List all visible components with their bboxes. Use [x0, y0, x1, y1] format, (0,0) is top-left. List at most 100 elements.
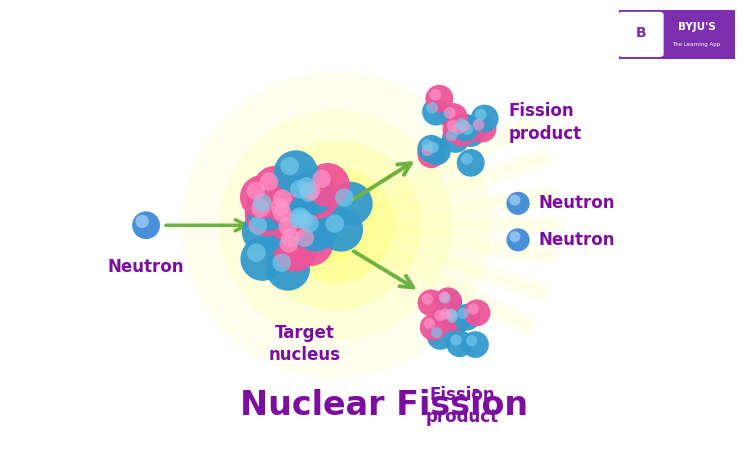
- Circle shape: [462, 331, 489, 358]
- Circle shape: [427, 142, 439, 153]
- Text: Fission
product: Fission product: [425, 386, 499, 426]
- Circle shape: [446, 309, 457, 320]
- Text: BYJU'S: BYJU'S: [678, 22, 716, 32]
- Text: Neutron: Neutron: [538, 194, 615, 212]
- Circle shape: [469, 115, 496, 142]
- Circle shape: [450, 334, 461, 346]
- Circle shape: [284, 200, 328, 245]
- Circle shape: [452, 114, 479, 142]
- Circle shape: [475, 109, 487, 121]
- Circle shape: [458, 120, 470, 131]
- Circle shape: [426, 102, 438, 114]
- Circle shape: [324, 214, 347, 237]
- Circle shape: [422, 139, 434, 151]
- Circle shape: [295, 175, 339, 219]
- Circle shape: [506, 192, 530, 215]
- Circle shape: [442, 116, 470, 143]
- Circle shape: [312, 170, 331, 188]
- Circle shape: [251, 199, 270, 218]
- Text: Target
nucleus: Target nucleus: [269, 324, 341, 364]
- Circle shape: [430, 89, 441, 101]
- Circle shape: [422, 294, 433, 304]
- Circle shape: [281, 228, 299, 247]
- Circle shape: [253, 166, 297, 209]
- Circle shape: [446, 330, 473, 357]
- Circle shape: [266, 197, 310, 241]
- Circle shape: [467, 304, 478, 314]
- Circle shape: [472, 119, 484, 131]
- Circle shape: [247, 181, 266, 200]
- Text: Neutron: Neutron: [108, 257, 184, 276]
- Circle shape: [431, 327, 442, 338]
- Circle shape: [440, 292, 451, 304]
- Circle shape: [509, 231, 520, 242]
- FancyBboxPatch shape: [619, 12, 663, 57]
- Circle shape: [293, 208, 338, 251]
- FancyBboxPatch shape: [612, 7, 742, 62]
- Circle shape: [251, 141, 422, 310]
- Circle shape: [278, 168, 394, 283]
- Circle shape: [220, 110, 452, 341]
- Circle shape: [272, 253, 291, 272]
- Circle shape: [448, 119, 476, 147]
- Circle shape: [291, 171, 335, 215]
- Circle shape: [289, 210, 308, 228]
- Circle shape: [306, 163, 350, 207]
- Circle shape: [447, 312, 458, 323]
- Circle shape: [132, 211, 160, 239]
- Circle shape: [280, 234, 298, 253]
- Circle shape: [241, 237, 284, 281]
- Circle shape: [328, 182, 373, 226]
- Circle shape: [422, 144, 434, 156]
- Circle shape: [444, 107, 455, 119]
- Circle shape: [326, 214, 344, 233]
- Circle shape: [435, 288, 462, 315]
- Circle shape: [466, 335, 477, 346]
- Circle shape: [417, 135, 446, 162]
- Circle shape: [442, 125, 470, 153]
- Circle shape: [247, 244, 266, 262]
- Circle shape: [442, 305, 469, 332]
- Circle shape: [293, 177, 337, 221]
- Circle shape: [300, 214, 319, 233]
- Circle shape: [509, 195, 520, 206]
- Circle shape: [280, 157, 298, 175]
- Circle shape: [442, 308, 470, 334]
- Circle shape: [446, 129, 458, 141]
- Circle shape: [464, 299, 490, 326]
- Circle shape: [442, 304, 469, 332]
- Circle shape: [274, 222, 319, 266]
- Circle shape: [284, 173, 328, 218]
- Circle shape: [283, 203, 326, 247]
- Circle shape: [288, 204, 332, 248]
- Circle shape: [274, 150, 318, 194]
- Circle shape: [434, 310, 445, 321]
- Circle shape: [278, 217, 297, 236]
- Circle shape: [264, 191, 308, 235]
- Circle shape: [422, 98, 450, 125]
- Text: Fission
product: Fission product: [509, 102, 581, 142]
- Circle shape: [418, 289, 445, 316]
- Circle shape: [319, 208, 363, 252]
- Circle shape: [248, 217, 267, 235]
- Circle shape: [267, 183, 310, 227]
- Circle shape: [273, 228, 317, 272]
- Circle shape: [447, 120, 458, 132]
- Circle shape: [136, 215, 148, 228]
- Circle shape: [420, 314, 447, 341]
- Circle shape: [440, 103, 467, 131]
- Circle shape: [427, 323, 454, 350]
- Circle shape: [335, 188, 354, 207]
- Circle shape: [439, 291, 450, 303]
- Circle shape: [297, 187, 375, 264]
- Text: B: B: [635, 27, 646, 40]
- Circle shape: [452, 123, 464, 135]
- Circle shape: [271, 198, 290, 216]
- Circle shape: [296, 228, 314, 247]
- Circle shape: [266, 247, 310, 291]
- Circle shape: [471, 104, 499, 133]
- Circle shape: [425, 85, 453, 113]
- Circle shape: [246, 187, 290, 231]
- Circle shape: [301, 190, 370, 260]
- Circle shape: [290, 180, 308, 199]
